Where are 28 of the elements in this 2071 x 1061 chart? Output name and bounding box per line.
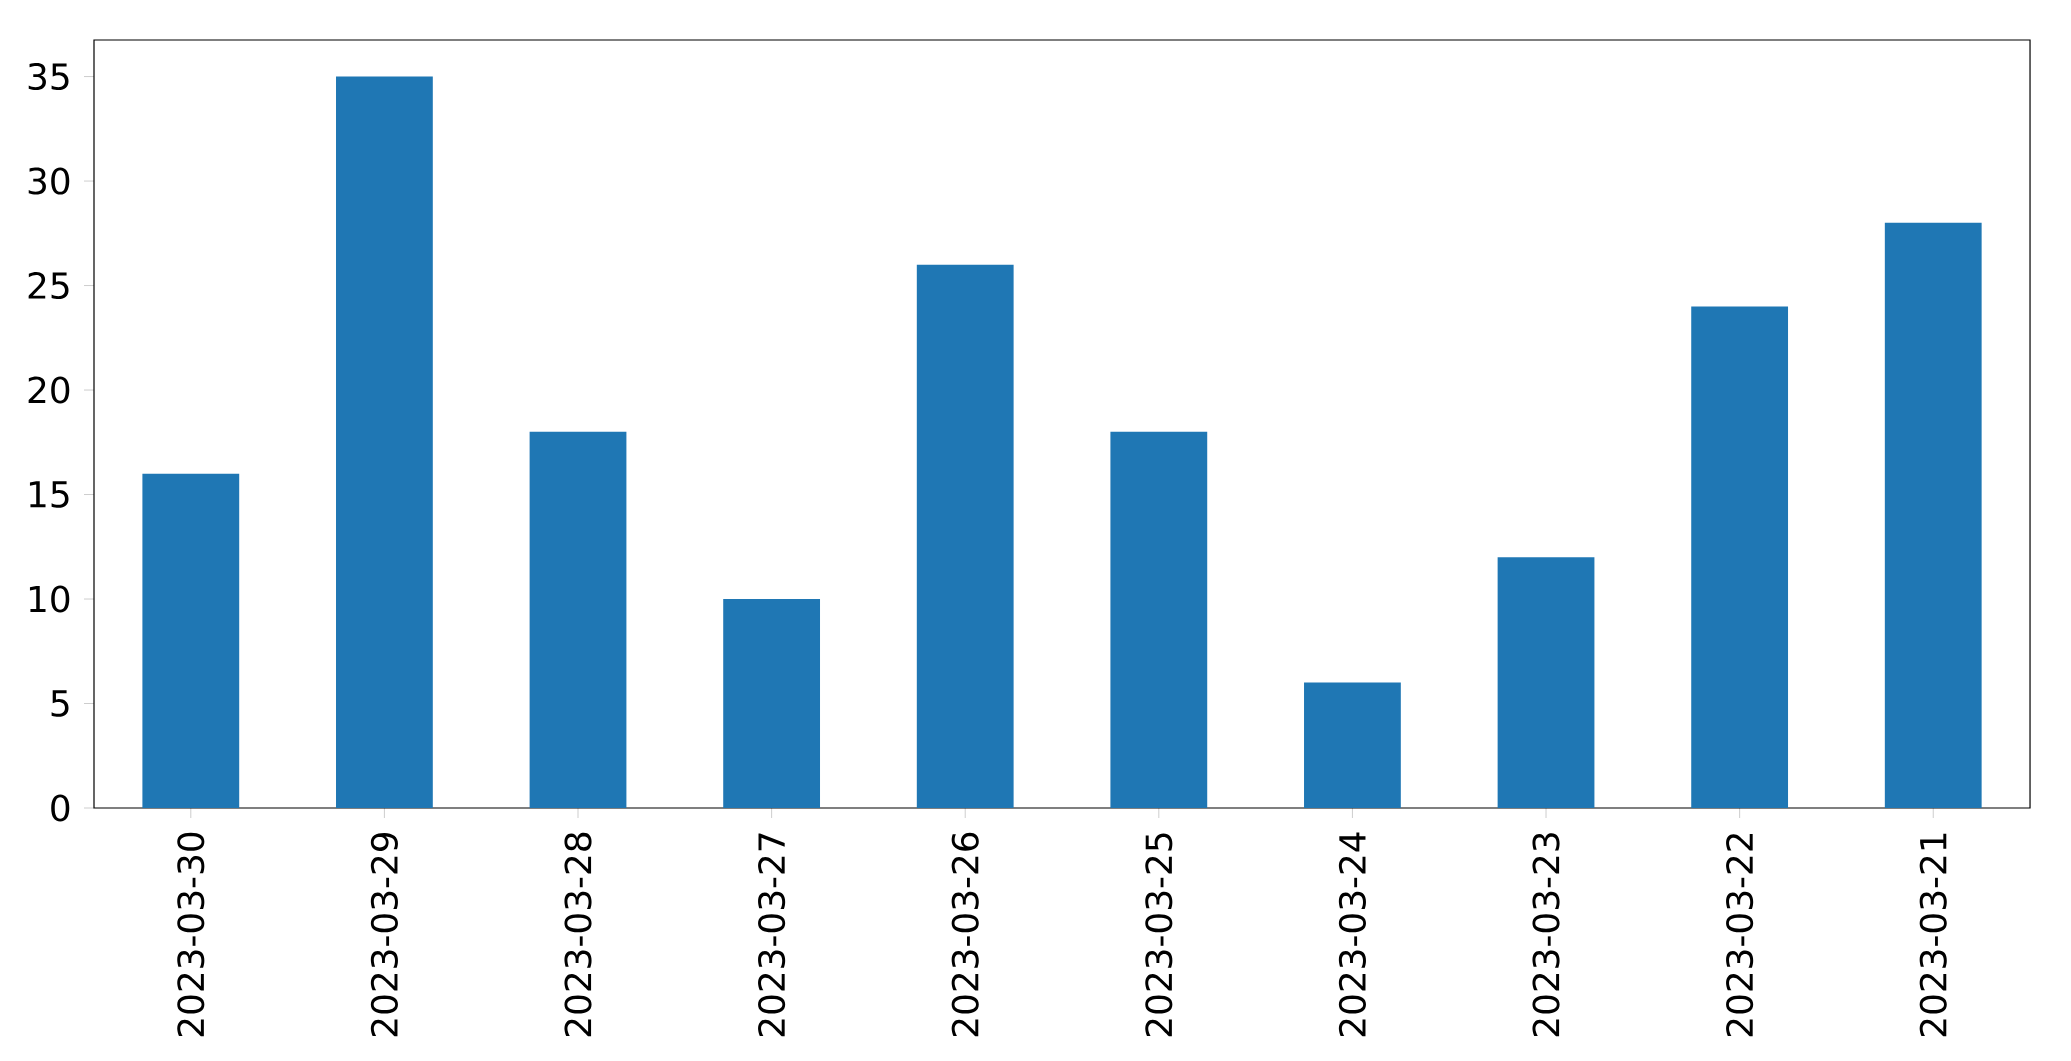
x-tick-label: 2023-03-24 <box>1338 832 1366 1037</box>
y-tick-label: 10 <box>29 585 70 613</box>
y-tick-label: 25 <box>28 271 69 300</box>
bar <box>1884 222 1982 808</box>
bar <box>1304 682 1401 808</box>
bar <box>916 264 1014 808</box>
bar <box>1497 557 1595 808</box>
x-tick-label: 2023-03-23 <box>1532 833 1560 1037</box>
y-tick-label: 35 <box>28 62 69 91</box>
x-tick-label: 2023-03-21 <box>1919 833 1947 1037</box>
x-tick-label: 2023-03-26 <box>951 832 979 1037</box>
x-tick-label: 2023-03-30 <box>177 832 205 1037</box>
x-tick-label: 2023-03-28 <box>564 832 592 1037</box>
bar <box>723 599 821 808</box>
bar <box>529 431 627 808</box>
y-tick-label: 5 <box>51 690 69 717</box>
x-tick-label: 2023-03-27 <box>758 833 786 1037</box>
bar <box>1691 306 1789 808</box>
x-tick-label: 2023-03-22 <box>1726 834 1754 1037</box>
x-tick-label: 2023-03-25 <box>1145 833 1173 1037</box>
y-tick-label: 0 <box>51 794 70 822</box>
bar <box>1110 431 1208 808</box>
y-tick-label: 20 <box>28 376 70 404</box>
bar <box>142 473 240 808</box>
y-tick-label: 15 <box>29 481 69 508</box>
x-tick-label: 2023-03-29 <box>370 832 398 1037</box>
y-tick-label: 30 <box>28 167 70 195</box>
bar <box>336 76 433 808</box>
